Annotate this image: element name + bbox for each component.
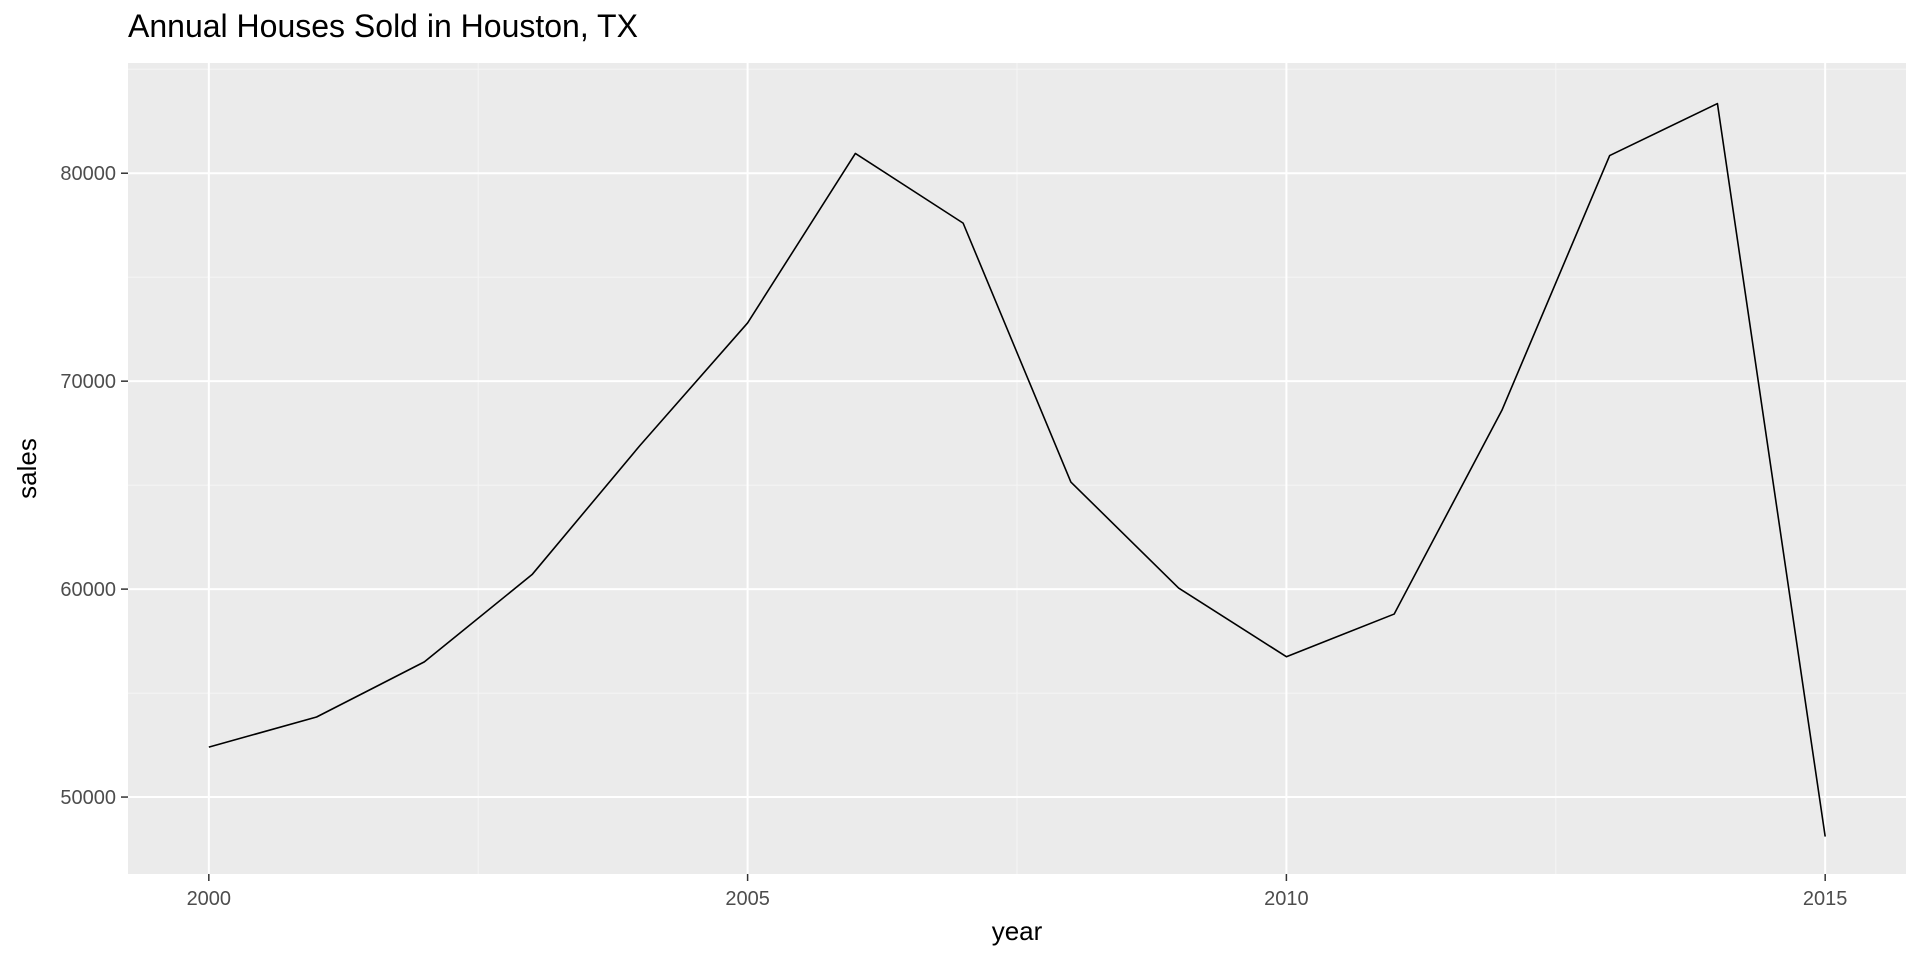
chart-title: Annual Houses Sold in Houston, TX <box>128 8 638 44</box>
y-tick-label: 80000 <box>60 163 116 185</box>
y-tick-label: 50000 <box>60 787 116 809</box>
x-tick-label: 2015 <box>1803 888 1848 910</box>
series-line <box>208 102 1826 837</box>
x-tick-label: 2000 <box>187 888 232 910</box>
x-tick-label: 2005 <box>725 888 770 910</box>
x-tick-label: 2010 <box>1264 888 1309 910</box>
y-tick-label: 60000 <box>60 579 116 601</box>
x-axis-title: year <box>992 916 1043 946</box>
x-axis: 2000 2005 2010 2015 <box>187 874 1848 910</box>
y-axis: 50000 60000 70000 80000 <box>60 163 128 809</box>
series-layer <box>208 102 1826 837</box>
y-tick-label: 70000 <box>60 371 116 393</box>
y-axis-title: sales <box>12 438 42 499</box>
major-gridlines <box>128 63 1906 874</box>
minor-gridlines <box>128 63 1906 874</box>
